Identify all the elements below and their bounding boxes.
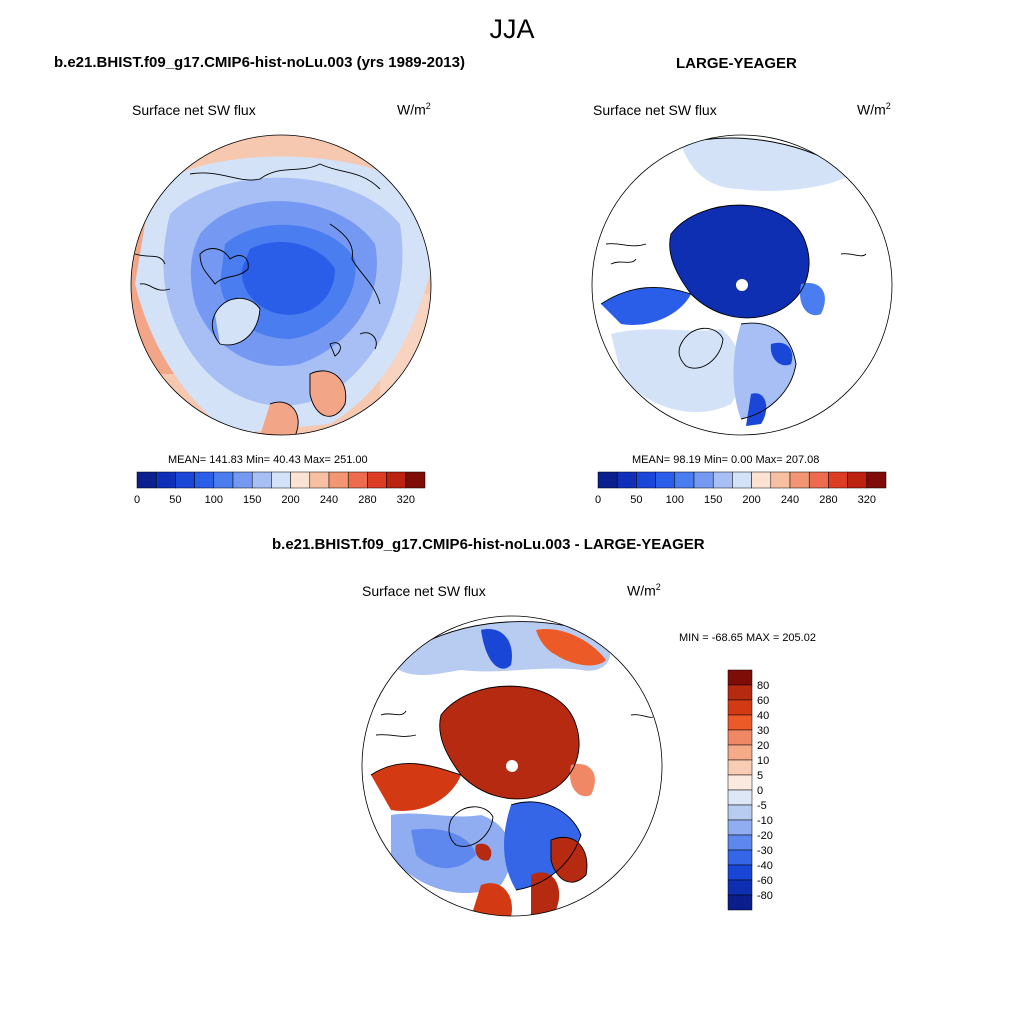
right-colorbar-swatch [597, 471, 618, 489]
diff-colorbar-label: 40 [757, 710, 769, 722]
right-colorbar-label: 150 [704, 494, 722, 506]
left-colorbar-swatch [194, 471, 215, 489]
left-colorbar-swatch [136, 471, 157, 489]
diff-colorbar-swatch [727, 849, 753, 866]
diff-colorbar-swatch [727, 699, 753, 716]
diff-colorbar-label: 0 [757, 785, 763, 797]
diff-colorbar-label: 80 [757, 680, 769, 692]
diff-colorbar-label: 60 [757, 695, 769, 707]
left-stats: MEAN= 141.83 Min= 40.43 Max= 251.00 [168, 454, 368, 466]
left-colorbar-swatch [155, 471, 176, 489]
diff-colorbar-label: 10 [757, 755, 769, 767]
right-stats: MEAN= 98.19 Min= 0.00 Max= 207.08 [632, 454, 820, 466]
left-colorbar-swatch [175, 471, 195, 489]
diff-colorbar-swatch [727, 804, 753, 821]
left-units-label: W/m2 [397, 101, 431, 118]
diff-colorbar-label: -10 [757, 815, 773, 827]
right-colorbar-label: 100 [666, 494, 684, 506]
diff-panel-title: b.e21.BHIST.f09_g17.CMIP6-hist-noLu.003 … [272, 536, 705, 553]
diff-colorbar-swatch [727, 834, 753, 851]
diff-colorbar-label: -30 [757, 845, 773, 857]
left-colorbar-swatch [386, 471, 407, 489]
diff-colorbar-swatch [727, 879, 753, 896]
right-units-label: W/m2 [857, 101, 891, 118]
left-polar-map [130, 134, 432, 436]
right-colorbar-label: 240 [781, 494, 799, 506]
right-colorbar-swatch [828, 471, 848, 489]
right-colorbar-label: 280 [819, 494, 837, 506]
left-colorbar-label: 150 [243, 494, 261, 506]
right-colorbar-label: 50 [630, 494, 642, 506]
right-colorbar: 0 50 100 150 200 240 280 320 [595, 471, 887, 506]
diff-colorbar-label: 30 [757, 725, 769, 737]
left-colorbar-swatch [405, 471, 426, 489]
left-colorbar-label: 280 [358, 494, 376, 506]
diff-colorbar-label: -40 [757, 860, 773, 872]
left-colorbar-label: 100 [205, 494, 223, 506]
diff-colorbar-label: 5 [757, 770, 763, 782]
right-colorbar-label: 200 [742, 494, 760, 506]
diff-colorbar-swatch [727, 864, 753, 881]
diff-colorbar-label: -60 [757, 875, 773, 887]
diff-polar-map [361, 615, 663, 917]
diff-colorbar-swatch [727, 684, 753, 701]
diff-colorbar-swatch [727, 729, 753, 746]
right-colorbar-label: 0 [595, 494, 601, 506]
left-colorbar-label: 50 [169, 494, 181, 506]
left-colorbar-swatch [290, 471, 311, 489]
diff-colorbar-label: -20 [757, 830, 773, 842]
right-colorbar-swatch [693, 471, 714, 489]
diff-colorbar-swatch [727, 669, 753, 686]
right-colorbar-swatch [751, 471, 772, 489]
diff-colorbar-swatch [727, 894, 753, 911]
season-title: JJA [489, 14, 535, 44]
left-panel-title: b.e21.BHIST.f09_g17.CMIP6-hist-noLu.003 … [54, 54, 465, 71]
right-variable-label: Surface net SW flux [593, 102, 717, 118]
right-colorbar-swatch [866, 471, 887, 489]
left-colorbar-swatch [347, 471, 368, 489]
right-colorbar-swatch [674, 471, 695, 489]
diff-colorbar-swatch [727, 714, 753, 731]
right-colorbar-swatch [732, 471, 752, 489]
diff-colorbar-label: -80 [757, 890, 773, 902]
left-colorbar-label: 0 [134, 494, 140, 506]
left-colorbar-label: 200 [281, 494, 299, 506]
left-colorbar-label: 240 [320, 494, 338, 506]
right-colorbar-swatch [655, 471, 676, 489]
diff-colorbar-swatch [727, 789, 753, 806]
diff-stats: MIN = -68.65 MAX = 205.02 [679, 632, 816, 644]
right-colorbar-swatch [847, 471, 868, 489]
right-colorbar-label: 320 [858, 494, 876, 506]
left-colorbar-swatch [213, 471, 234, 489]
right-colorbar-swatch [636, 471, 656, 489]
left-colorbar-swatch [309, 471, 330, 489]
left-colorbar-swatch [271, 471, 291, 489]
diff-variable-label: Surface net SW flux [362, 583, 486, 599]
left-colorbar-swatch [232, 471, 253, 489]
diff-colorbar-swatch [727, 774, 753, 791]
left-colorbar-label: 320 [397, 494, 415, 506]
diff-colorbar-swatch [727, 744, 753, 761]
right-colorbar-swatch [712, 471, 733, 489]
diff-colorbar: 80 60 40 30 20 10 5 0 -5 -10 -20 -30 -40 -60 -80 [727, 669, 773, 911]
right-colorbar-swatch [770, 471, 791, 489]
right-colorbar-swatch [789, 471, 810, 489]
diff-colorbar-label: 20 [757, 740, 769, 752]
diff-colorbar-swatch [727, 819, 753, 836]
right-colorbar-swatch [808, 471, 829, 489]
diff-units-label: W/m2 [627, 582, 661, 599]
right-polar-map [591, 134, 893, 436]
left-colorbar: 0 50 100 150 200 240 280 320 [134, 471, 426, 506]
right-colorbar-swatch [616, 471, 637, 489]
left-colorbar-swatch [251, 471, 272, 489]
left-colorbar-swatch [367, 471, 387, 489]
right-panel-title: LARGE-YEAGER [676, 55, 797, 72]
left-variable-label: Surface net SW flux [132, 102, 256, 118]
diff-colorbar-swatch [727, 759, 753, 776]
left-colorbar-swatch [328, 471, 349, 489]
diff-colorbar-label: -5 [757, 800, 767, 812]
